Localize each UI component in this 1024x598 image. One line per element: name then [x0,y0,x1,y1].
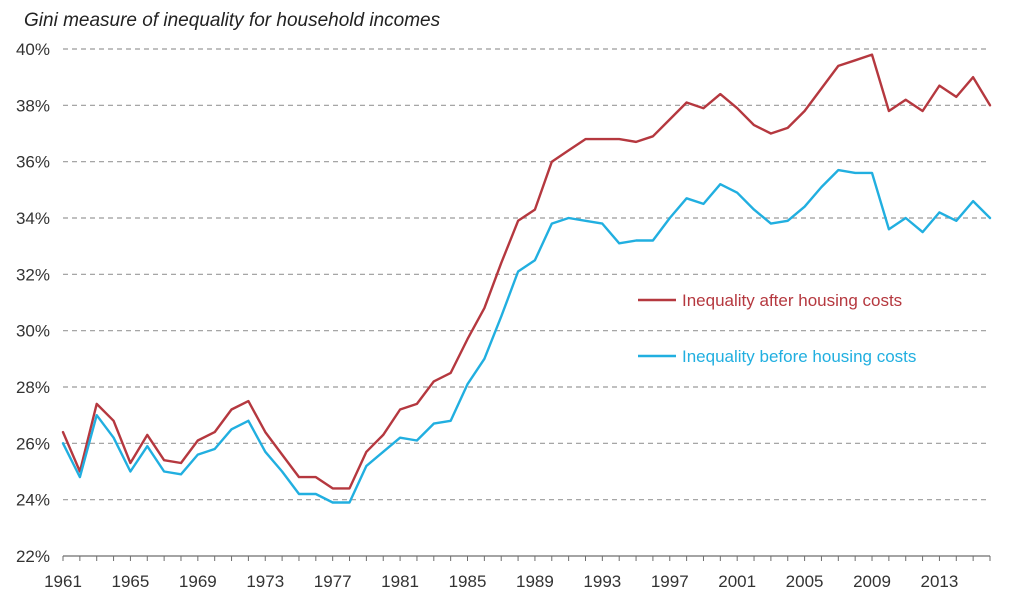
y-axis-tick-labels: 22% 24% 26% 28% 30% 32% 34% 36% 38% 40% [16,40,50,566]
x-tick-label: 2009 [853,572,891,591]
series-lines [61,53,992,504]
y-tick-label: 24% [16,491,50,510]
y-tick-label: 40% [16,40,50,59]
x-axis-tick-labels: 1961 1965 1969 1973 1977 1981 1985 1989 1993 1997… [44,572,958,591]
x-tick-label: 1969 [179,572,217,591]
chart-title: Gini measure of inequality for household… [24,10,441,31]
x-tick-label: 1973 [246,572,284,591]
legend-label: Inequality before housing costs [682,347,916,366]
x-axis [62,555,991,561]
y-tick-label: 26% [16,434,50,453]
y-tick-label: 36% [16,153,50,172]
y-tick-label: 38% [16,96,50,115]
y-tick-label: 22% [16,547,50,566]
gridlines [63,48,990,501]
x-tick-label: 1997 [651,572,689,591]
y-tick-label: 32% [16,265,50,284]
x-tick-label: 1989 [516,572,554,591]
x-tick-label: 1981 [381,572,419,591]
y-tick-label: 30% [16,322,50,341]
x-tick-label: 2013 [921,572,959,591]
x-tick-label: 1961 [44,572,82,591]
x-tick-label: 1985 [449,572,487,591]
x-tick-label: 1965 [112,572,150,591]
x-tick-label: 1993 [583,572,621,591]
x-tick-label: 2005 [786,572,824,591]
legend-label: Inequality after housing costs [682,291,902,310]
x-tick-label: 1977 [314,572,352,591]
series-line-2 [61,168,992,504]
legend: Inequality after housing costs Inequality… [638,291,916,366]
series-line-1 [61,53,992,490]
x-tick-label: 2001 [718,572,756,591]
y-tick-label: 34% [16,209,50,228]
y-tick-label: 28% [16,378,50,397]
